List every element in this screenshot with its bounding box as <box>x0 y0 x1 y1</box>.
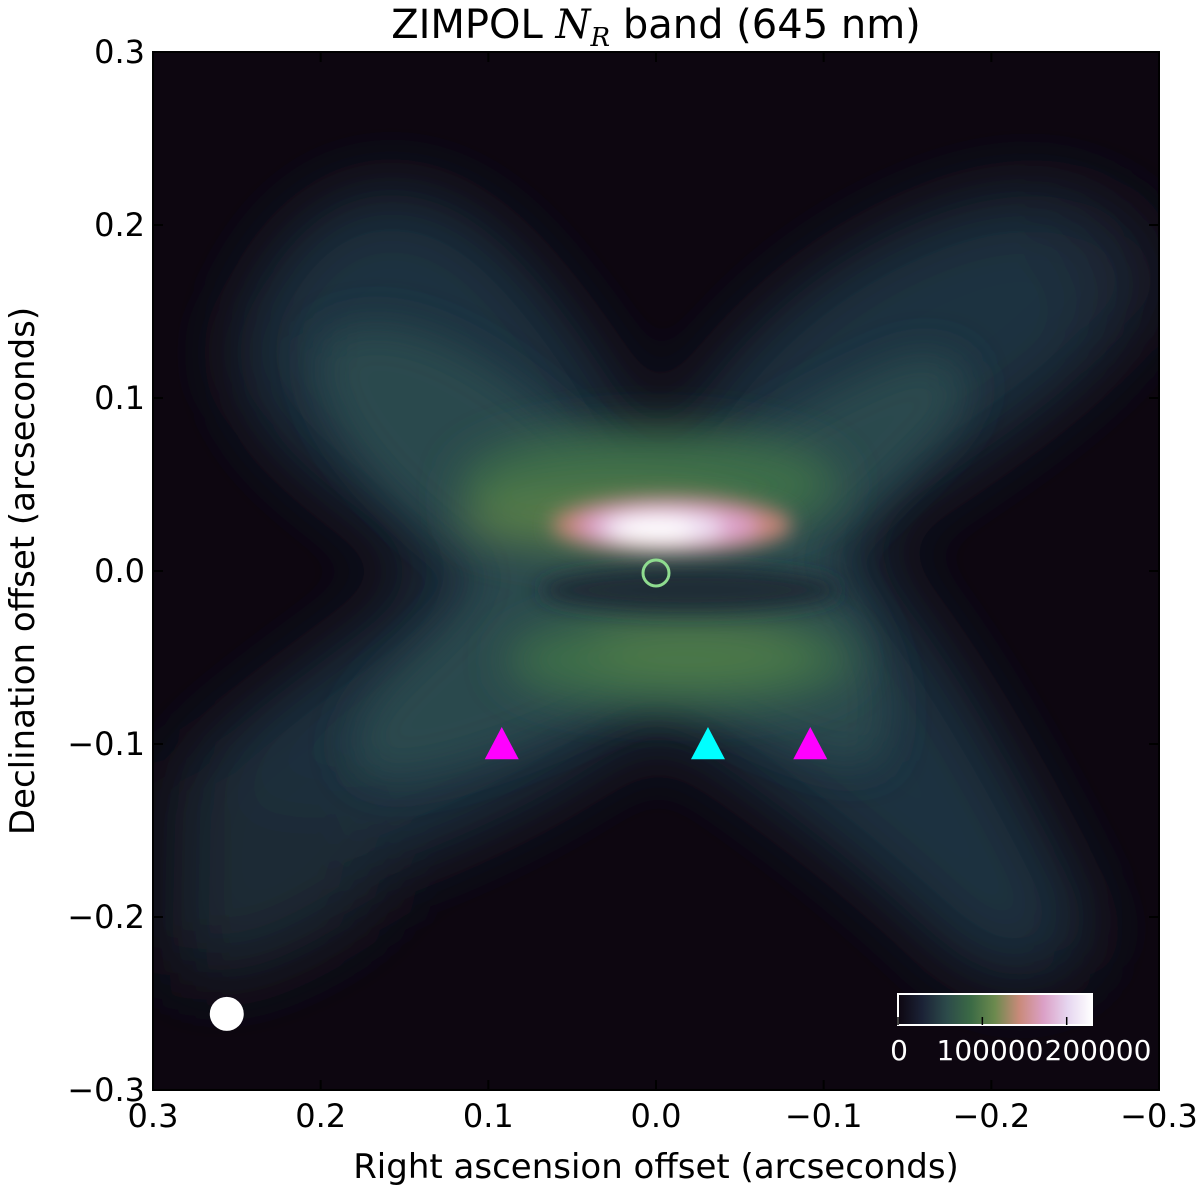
triangle-marker <box>690 727 725 760</box>
y-tick-label: 0.0 <box>94 552 145 590</box>
y-tick-label: −0.2 <box>67 898 145 936</box>
title-symbol-subscript: R <box>590 23 611 53</box>
colorbar-tick-label: 200000 <box>1045 1034 1152 1067</box>
x-axis-ticks: 0.3 0.2 0.1 0.0 −0.1 −0.2 −0.3 <box>128 52 1198 1135</box>
triangle-marker <box>484 727 519 760</box>
x-tick-label: 0.3 <box>128 1097 179 1135</box>
title-suffix: band (645 nm) <box>610 2 921 48</box>
colorbar: 0 100000 200000 <box>890 993 1151 1067</box>
x-tick-label: −0.3 <box>1120 1097 1198 1135</box>
colorbar-tick-label: 100000 <box>937 1034 1044 1067</box>
triangle-marker <box>793 727 828 760</box>
x-tick-label: −0.1 <box>785 1097 863 1135</box>
y-tick-label: −0.1 <box>67 725 145 763</box>
colorbar-gradient <box>897 993 1093 1026</box>
title-prefix: ZIMPOL <box>391 2 555 48</box>
colorbar-tick-label: 0 <box>890 1034 908 1067</box>
y-tick-label: 0.1 <box>94 379 145 417</box>
x-tick-label: −0.2 <box>952 1097 1030 1135</box>
x-axis-label: Right ascension offset (arcseconds) <box>353 1147 959 1187</box>
y-tick-label: 0.2 <box>94 206 145 244</box>
star-position-circle <box>641 558 671 588</box>
colorbar-ticks: 0 100000 200000 <box>890 1017 1151 1067</box>
x-tick-label: 0.1 <box>463 1097 514 1135</box>
y-tick-label: −0.3 <box>67 1071 145 1109</box>
chart-title: ZIMPOL NR band (645 nm) <box>391 2 921 53</box>
x-tick-label: 0.2 <box>295 1097 346 1135</box>
dark-lane <box>540 568 840 612</box>
bright-core <box>552 497 792 553</box>
beam-size-circle <box>209 996 244 1031</box>
title-symbol: N <box>555 2 593 48</box>
heatmap-image <box>153 52 1159 1090</box>
markers-layer <box>209 558 828 1031</box>
y-axis-ticks: 0.3 0.2 0.1 0.0 −0.1 −0.2 −0.3 <box>67 33 1159 1109</box>
y-axis-label: Declination offset (arcseconds) <box>3 307 43 835</box>
y-tick-label: 0.3 <box>94 33 145 71</box>
x-tick-label: 0.0 <box>631 1097 682 1135</box>
